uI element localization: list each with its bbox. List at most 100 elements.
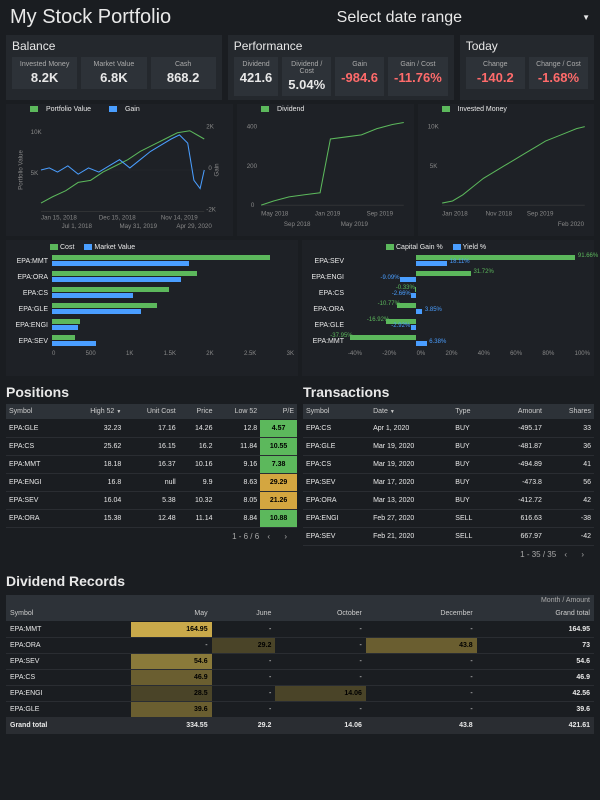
column-header[interactable]: Amount — [493, 404, 545, 420]
dividends-table: SymbolMayJuneOctoberDecemberGrand total … — [6, 606, 594, 734]
table-row[interactable]: EPA:ORA-29.2-43.873 — [6, 638, 594, 654]
column-header[interactable]: Shares — [545, 404, 594, 420]
svg-text:Feb 2020: Feb 2020 — [557, 221, 584, 228]
chevron-down-icon: ▼ — [582, 13, 590, 22]
stat-card: Gain / Cost-11.76% — [388, 57, 448, 96]
transactions-section: Transactions SymbolDate▼TypeAmountShares… — [303, 380, 594, 563]
balance-panel: Balance Invested Money8.2KMarket Value6.… — [6, 35, 222, 100]
stat-card: Change / Cost-1.68% — [529, 57, 588, 89]
gain-yield-chart: Capital Gain % Yield % EPA:SEV 91.66% 18… — [302, 240, 594, 376]
hbar-row: EPA:SEV — [10, 333, 294, 349]
column-header[interactable]: Price — [179, 404, 216, 420]
table-row[interactable]: EPA:GLE39.6---39.6 — [6, 702, 594, 718]
svg-text:Sep 2018: Sep 2018 — [284, 221, 311, 228]
transactions-pager-text: 1 - 35 / 35 — [520, 550, 556, 559]
table-row[interactable]: EPA:MMT18.1816.3710.169.167.38 — [6, 456, 297, 474]
column-header[interactable]: October — [275, 606, 366, 622]
transactions-next-button[interactable]: › — [581, 550, 584, 559]
hbar-row: EPA:CS — [10, 285, 294, 301]
svg-text:Gain: Gain — [214, 163, 221, 177]
hbar-row: EPA:MMT — [10, 253, 294, 269]
performance-panel: Performance Dividend421.6Dividend / Cost… — [228, 35, 454, 100]
grand-total-row: Grand total334.5529.214.0643.8421.61 — [6, 718, 594, 734]
column-header[interactable]: May — [131, 606, 212, 622]
column-header[interactable]: Type — [452, 404, 492, 420]
svg-text:10K: 10K — [31, 129, 43, 136]
stat-card: Cash868.2 — [151, 57, 216, 89]
positions-prev-button[interactable]: ‹ — [267, 532, 270, 541]
dividend-chart: Dividend 400 200 0 May 2018 Jan 2019 Sep… — [237, 104, 413, 236]
svg-text:Sep 2019: Sep 2019 — [526, 210, 553, 217]
date-range-label: Select date range — [337, 9, 462, 27]
transactions-table: SymbolDate▼TypeAmountShares EPA:CSApr 1,… — [303, 404, 594, 546]
positions-pager-text: 1 - 6 / 6 — [232, 532, 259, 541]
hbar-row: EPA:GLE — [10, 301, 294, 317]
column-header[interactable]: Grand total — [477, 606, 594, 622]
column-header[interactable]: June — [212, 606, 276, 622]
stat-card: Change-140.2 — [466, 57, 525, 89]
table-row[interactable]: EPA:SEV54.6---54.6 — [6, 654, 594, 670]
stat-card: Invested Money8.2K — [12, 57, 77, 89]
stat-card: Dividend421.6 — [234, 57, 279, 96]
table-row[interactable]: EPA:SEVMar 17, 2020BUY-473.856 — [303, 474, 594, 492]
table-row[interactable]: EPA:MMT164.95---164.95 — [6, 622, 594, 638]
table-row[interactable]: EPA:SEV16.045.3810.328.0521.26 — [6, 492, 297, 510]
svg-text:0: 0 — [251, 202, 255, 209]
svg-text:10K: 10K — [427, 124, 439, 131]
table-row[interactable]: EPA:CS25.6216.1516.211.8410.55 — [6, 438, 297, 456]
stat-card: Market Value6.8K — [81, 57, 146, 89]
svg-text:0: 0 — [208, 165, 212, 172]
column-header[interactable]: Low 52 — [215, 404, 260, 420]
svg-text:Jan 2018: Jan 2018 — [442, 210, 468, 217]
page-title: My Stock Portfolio — [10, 6, 171, 29]
today-title: Today — [466, 39, 588, 53]
column-header[interactable]: Date▼ — [370, 404, 452, 420]
date-range-selector[interactable]: Select date range ▼ — [337, 9, 590, 27]
table-row[interactable]: EPA:ENGIFeb 27, 2020SELL616.63-38 — [303, 510, 594, 528]
svg-text:Nov 2018: Nov 2018 — [485, 210, 512, 217]
portfolio-chart: Portfolio Value Gain Portfolio Value Gai… — [6, 104, 233, 236]
column-header[interactable]: Symbol — [303, 404, 370, 420]
table-row[interactable]: EPA:CS46.9---46.9 — [6, 670, 594, 686]
svg-text:-2K: -2K — [206, 206, 217, 213]
invested-chart: Invested Money 10K 5K Jan 2018 Nov 2018 … — [418, 104, 594, 236]
transactions-prev-button[interactable]: ‹ — [564, 550, 567, 559]
table-row[interactable]: EPA:ORA15.3812.4811.148.8410.88 — [6, 510, 297, 528]
column-header[interactable]: Unit Cost — [124, 404, 178, 420]
table-row[interactable]: EPA:GLE32.2317.1614.2612.84.57 — [6, 420, 297, 438]
dividends-hint: Month / Amount — [6, 595, 594, 606]
balance-title: Balance — [12, 39, 216, 53]
today-panel: Today Change-140.2Change / Cost-1.68% — [460, 35, 594, 100]
positions-section: Positions SymbolHigh 52▼Unit CostPriceLo… — [6, 380, 297, 563]
table-row[interactable]: EPA:ORAMar 13, 2020BUY-412.7242 — [303, 492, 594, 510]
column-header[interactable]: Symbol — [6, 606, 131, 622]
dividends-title: Dividend Records — [6, 573, 594, 589]
svg-text:Jan 2019: Jan 2019 — [315, 210, 341, 217]
svg-text:Jan 15, 2018: Jan 15, 2018 — [41, 215, 77, 222]
svg-text:Sep 2019: Sep 2019 — [367, 210, 394, 217]
table-row[interactable]: EPA:CSApr 1, 2020BUY-495.1733 — [303, 420, 594, 438]
table-row[interactable]: EPA:SEVFeb 21, 2020SELL667.97-42 — [303, 528, 594, 546]
svg-text:May 2019: May 2019 — [341, 221, 369, 228]
column-header[interactable]: P/E — [260, 404, 297, 420]
transactions-title: Transactions — [303, 384, 594, 400]
table-row[interactable]: EPA:CSMar 19, 2020BUY-494.8941 — [303, 456, 594, 474]
svg-text:5K: 5K — [31, 170, 39, 177]
table-row[interactable]: EPA:GLEMar 19, 2020BUY-481.8736 — [303, 438, 594, 456]
table-row[interactable]: EPA:ENGI16.8null9.98.6329.29 — [6, 474, 297, 492]
positions-next-button[interactable]: › — [284, 532, 287, 541]
hbar-row: EPA:ENGI 31.72% -9.09% — [306, 269, 590, 285]
svg-text:May 2018: May 2018 — [261, 210, 289, 217]
svg-text:Jul 1, 2018: Jul 1, 2018 — [62, 223, 93, 230]
hbar-row: EPA:MMT -37.95% 6.38% — [306, 333, 590, 349]
stat-card: Dividend / Cost5.04% — [282, 57, 331, 96]
column-header[interactable]: December — [366, 606, 477, 622]
column-header[interactable]: Symbol — [6, 404, 66, 420]
hbar-row: EPA:SEV 91.66% 18.11% — [306, 253, 590, 269]
column-header[interactable]: High 52▼ — [66, 404, 124, 420]
dividends-section: Dividend Records Month / Amount SymbolMa… — [0, 563, 600, 738]
hbar-row: EPA:CS -0.33% -2.66% — [306, 285, 590, 301]
table-row[interactable]: EPA:ENGI28.5-14.06-42.56 — [6, 686, 594, 702]
performance-title: Performance — [234, 39, 448, 53]
hbar-row: EPA:GLE -16.92% -2.92% — [306, 317, 590, 333]
